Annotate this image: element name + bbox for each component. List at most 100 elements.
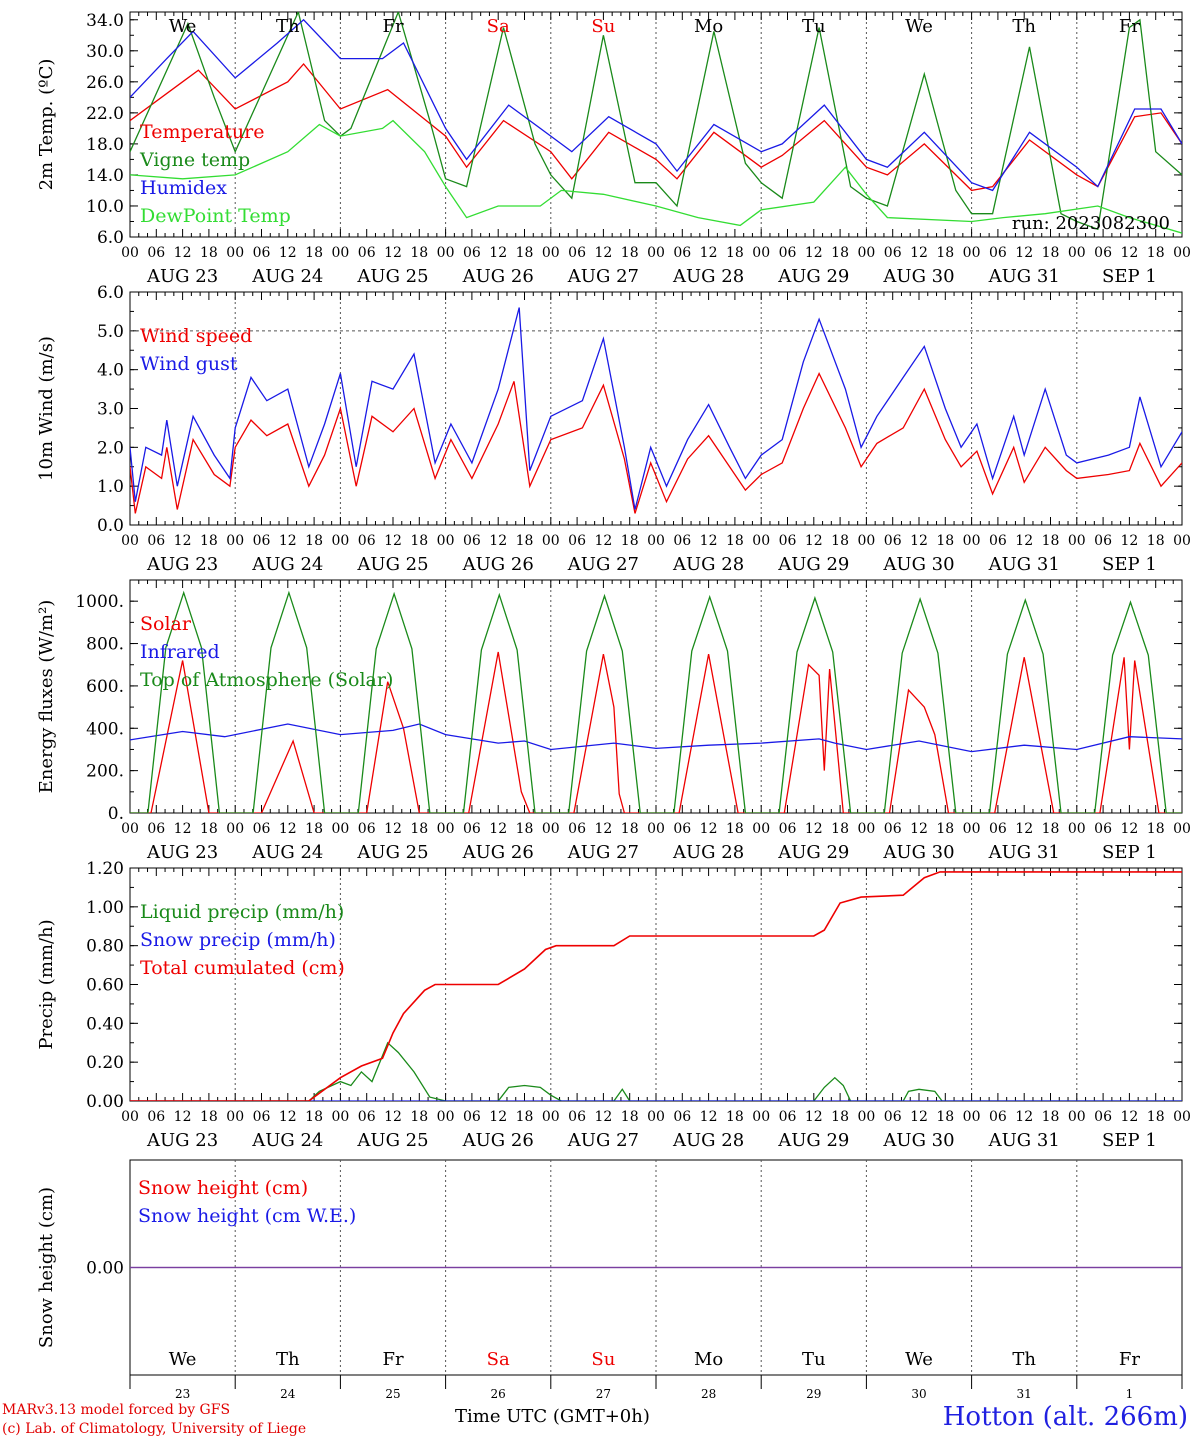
hour-tick-label: 00 [542,821,560,837]
hour-tick-label: 12 [805,1109,823,1125]
hour-tick-label: 06 [779,821,797,837]
hour-tick-label: 00 [437,533,455,549]
date-label: AUG 30 [882,1130,954,1151]
hour-tick-label: 18 [831,1109,849,1125]
legend-entry: Infrared [140,641,220,663]
hour-tick-label: 00 [542,245,560,261]
hour-tick-label: 06 [779,533,797,549]
day-number-label: 23 [175,1387,190,1401]
hour-tick-label: 06 [1094,533,1112,549]
hour-tick-label: 18 [200,245,218,261]
hour-tick-label: 00 [857,821,875,837]
hour-tick-label: 06 [358,821,376,837]
hour-tick-label: 12 [805,245,823,261]
hour-tick-label: 06 [568,245,586,261]
hour-tick-label: 00 [963,533,981,549]
y-axis-title: Precip (mm/h) [36,919,57,1049]
hour-tick-label: 12 [279,821,297,837]
hour-tick-label: 18 [621,245,639,261]
hour-tick-label: 12 [1015,1109,1033,1125]
hour-tick-label: 18 [726,1109,744,1125]
y-axis-title: Snow height (cm) [36,1187,57,1348]
hour-tick-label: 00 [226,533,244,549]
legend-entry: Wind gust [140,353,238,375]
series-dewpoint-temp [130,119,1182,234]
hour-tick-label: 00 [331,821,349,837]
y-tick-label: 800. [86,635,124,655]
y-tick-label: 3.0 [97,400,124,420]
day-number-label: 25 [385,1387,400,1401]
date-label: SEP 1 [1102,554,1157,575]
hour-tick-label: 18 [621,533,639,549]
y-tick-label: 0.00 [86,1259,124,1279]
date-label: AUG 31 [988,554,1060,575]
hour-tick-label: 06 [253,1109,271,1125]
y-tick-label: 1.00 [86,898,124,918]
hour-tick-label: 00 [752,533,770,549]
hour-tick-label: 06 [147,821,165,837]
hour-tick-label: 00 [437,1109,455,1125]
hour-tick-label: 00 [331,245,349,261]
panel-4: 0.00 0.20 0.40 0.60 0.80 1.00 1.20 Precip (mm/h… [36,859,1191,1151]
y-tick-label: 0.0 [97,516,124,536]
y-tick-label: 26.0 [86,73,124,93]
weekday-label: Th [276,16,300,37]
hour-tick-label: 06 [989,245,1007,261]
hour-tick-label: 12 [1120,1109,1138,1125]
legend-entry: Humidex [140,177,227,199]
hour-tick-label: 06 [358,533,376,549]
date-label: SEP 1 [1102,1130,1157,1151]
hour-tick-label: 18 [516,245,534,261]
date-label: AUG 28 [672,1130,744,1151]
date-label: AUG 29 [777,842,849,863]
hour-tick-label: 18 [936,245,954,261]
hour-tick-label: 18 [410,533,428,549]
hour-tick-label: 12 [805,821,823,837]
series-wind-gust [130,307,1182,510]
hour-tick-label: 06 [989,533,1007,549]
day-number-label: 30 [911,1387,926,1401]
hour-tick-label: 00 [542,533,560,549]
weekday-label: Tu [802,1349,826,1370]
date-label: AUG 23 [146,554,218,575]
hour-tick-label: 12 [910,821,928,837]
date-label: AUG 25 [356,842,428,863]
weekday-label: Mo [694,16,723,37]
hour-tick-label: 12 [1015,533,1033,549]
hour-tick-label: 00 [647,245,665,261]
legend-entry: Vigne temp [139,149,250,171]
hour-tick-label: 12 [489,245,507,261]
hour-tick-label: 00 [1068,821,1086,837]
hour-tick-label: 18 [831,533,849,549]
day-number-label: 31 [1017,1387,1032,1401]
date-label: AUG 23 [146,1130,218,1151]
hour-tick-label: 00 [121,821,139,837]
hour-tick-label: 18 [621,1109,639,1125]
hour-tick-label: 00 [121,1109,139,1125]
hour-tick-label: 12 [384,533,402,549]
hour-tick-label: 00 [121,245,139,261]
date-label: AUG 25 [356,266,428,287]
hour-tick-label: 06 [884,533,902,549]
series-infrared [130,723,1182,753]
day-number-label: 27 [596,1387,611,1401]
date-label: AUG 27 [567,554,639,575]
date-label: AUG 26 [462,266,534,287]
hour-tick-label: 12 [384,821,402,837]
hour-tick-label: 12 [279,1109,297,1125]
hour-tick-label: 06 [463,245,481,261]
hour-tick-label: 06 [147,533,165,549]
date-label: AUG 24 [251,1130,323,1151]
hour-tick-label: 18 [1147,821,1165,837]
date-label: AUG 23 [146,266,218,287]
hour-tick-label: 06 [779,245,797,261]
y-tick-label: 0. [108,804,124,824]
date-label: AUG 27 [567,1130,639,1151]
hour-tick-label: 18 [936,1109,954,1125]
hour-tick-label: 06 [253,533,271,549]
hour-tick-label: 18 [936,533,954,549]
hour-tick-label: 06 [253,245,271,261]
weekday-label: Fr [382,1349,403,1370]
hour-tick-label: 06 [989,1109,1007,1125]
